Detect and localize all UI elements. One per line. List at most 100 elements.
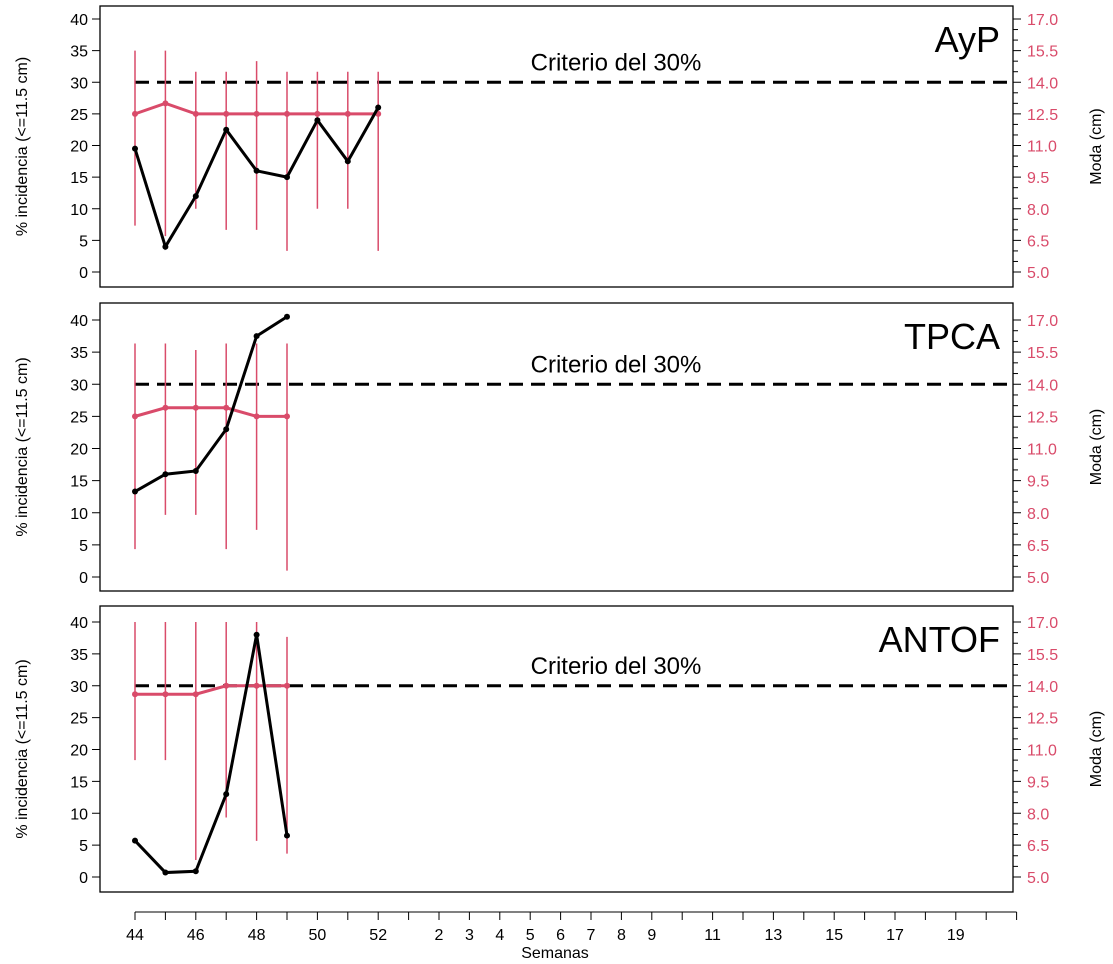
moda-point	[162, 100, 169, 107]
x-tick-label: 6	[556, 927, 565, 944]
moda-line	[135, 684, 287, 696]
x-axis: 44 46 48 50 52 2 3 4 5 6 7 8 9 11 13 15 17 19 Semanas	[126, 911, 1018, 962]
left-tick-label: 30	[70, 377, 88, 394]
left-tick-label: 30	[70, 679, 88, 696]
left-tick-label: 20	[70, 743, 88, 760]
moda-point	[284, 413, 290, 420]
left-tick-label: 0	[79, 870, 88, 887]
x-tick-label: 48	[248, 927, 266, 944]
incidencia-line	[133, 634, 289, 875]
incidencia-point	[223, 791, 230, 798]
left-tick-label: 20	[70, 139, 88, 156]
x-tick-label: 8	[617, 927, 626, 944]
right-tick-label: 11.0	[1027, 743, 1057, 760]
right-tick-label: 5.0	[1027, 265, 1049, 282]
incidencia-point	[132, 488, 138, 495]
left-tick-label: 15	[70, 474, 88, 491]
left-tick-label: 10	[70, 202, 88, 219]
x-tick-label: 50	[309, 927, 327, 944]
right-tick-label: 14.0	[1027, 679, 1058, 696]
moda-point	[253, 413, 260, 420]
y-axis-label-right: Moda (cm)	[1088, 409, 1105, 485]
left-tick-label: 5	[79, 538, 88, 555]
left-tick-label: 35	[70, 44, 88, 61]
left-tick-label: 35	[70, 345, 88, 362]
incidencia-point	[253, 631, 260, 638]
right-tick-label: 12.5	[1027, 107, 1058, 124]
y-axis-label-right: Moda (cm)	[1088, 108, 1105, 184]
right-tick-label: 12.5	[1027, 409, 1058, 426]
moda-point	[253, 682, 260, 689]
y-axis-label-left: % incidencia (<=11.5 cm)	[14, 357, 31, 536]
x-tick-label: 5	[526, 927, 535, 944]
moda-point	[132, 691, 138, 698]
left-tick-label: 40	[70, 12, 88, 29]
criterio-label: Criterio del 30%	[531, 351, 702, 378]
incidencia-point	[162, 243, 169, 250]
y-axis-label-right: Moda (cm)	[1088, 711, 1105, 787]
right-tick-label: 14.0	[1027, 377, 1058, 394]
panel-frame	[99, 5, 1014, 288]
right-tick-label: 17.0	[1027, 313, 1058, 330]
moda-point	[223, 404, 230, 411]
right-tick-label: 8.0	[1027, 506, 1049, 523]
x-axis-label: Semanas	[521, 945, 589, 962]
right-tick-label: 6.5	[1027, 233, 1049, 250]
panel-antof: 0 5 10 15 20 25 30 35 40 5.0 6.5 8.0 9.5 11.0 12.5 14.0…	[14, 605, 1105, 893]
incidencia-point	[192, 193, 199, 200]
left-tick-label: 10	[70, 806, 88, 823]
x-tick-label: 13	[765, 927, 783, 944]
moda-point	[192, 110, 199, 117]
x-tick-label: 2	[435, 927, 444, 944]
panel-frame	[99, 605, 1014, 893]
left-tick-label: 40	[70, 313, 88, 330]
incidencia-point	[314, 117, 321, 124]
left-tick-label: 5	[79, 233, 88, 250]
right-tick-label: 5.0	[1027, 570, 1049, 587]
right-tick-label: 8.0	[1027, 806, 1049, 823]
criterio-label: Criterio del 30%	[531, 49, 702, 76]
panel-tpca: 0 5 10 15 20 25 30 35 40 5.0 6.5 8.0 9.5 11.0 12.5 14.0…	[14, 302, 1105, 592]
x-tick-label: 52	[369, 927, 387, 944]
right-tick-label: 9.5	[1027, 474, 1049, 491]
right-tick-label: 6.5	[1027, 838, 1049, 855]
moda-point	[223, 682, 230, 689]
left-tick-label: 20	[70, 442, 88, 459]
y-axis-label-left: % incidencia (<=11.5 cm)	[14, 659, 31, 838]
moda-point	[132, 413, 138, 420]
moda-point	[192, 691, 199, 698]
incidencia-point	[284, 832, 290, 839]
moda-point	[162, 691, 169, 698]
x-tick-label: 15	[825, 927, 843, 944]
x-tick-label: 3	[465, 927, 474, 944]
criterio-label: Criterio del 30%	[531, 653, 702, 680]
x-tick-label: 17	[886, 927, 904, 944]
left-tick-label: 25	[70, 409, 88, 426]
x-tick-label: 4	[495, 927, 504, 944]
right-tick-label: 15.5	[1027, 345, 1058, 362]
right-tick-label: 15.5	[1027, 647, 1058, 664]
x-tick-label: 9	[647, 927, 656, 944]
incidencia-point	[192, 868, 199, 875]
moda-point	[314, 110, 321, 117]
moda-point	[223, 110, 230, 117]
incidencia-point	[284, 313, 290, 320]
incidencia-point	[192, 467, 199, 474]
right-tick-label: 6.5	[1027, 538, 1049, 555]
incidencia-point	[253, 167, 260, 174]
panel-title: AyP	[935, 19, 1000, 60]
moda-point	[284, 110, 290, 117]
panel-frame	[99, 302, 1014, 592]
x-tick-label: 7	[587, 927, 596, 944]
left-tick-label: 15	[70, 170, 88, 187]
left-tick-label: 35	[70, 647, 88, 664]
incidencia-point	[375, 104, 382, 111]
left-tick-label: 0	[79, 570, 88, 587]
left-tick-label: 10	[70, 506, 88, 523]
incidencia-point	[162, 869, 169, 876]
incidencia-point	[132, 145, 138, 152]
incidencia-point	[162, 471, 169, 478]
right-tick-label: 8.0	[1027, 202, 1049, 219]
incidencia-point	[132, 837, 138, 844]
